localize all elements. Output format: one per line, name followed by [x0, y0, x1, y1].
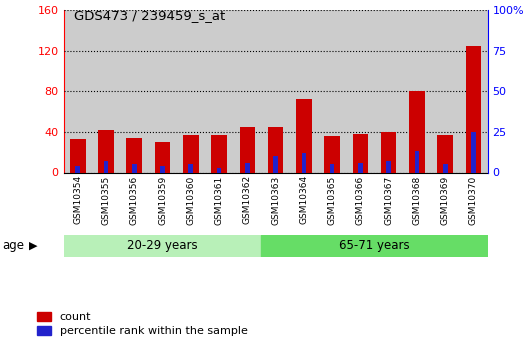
Bar	[120, 10, 148, 172]
Bar	[471, 132, 476, 172]
Bar	[70, 139, 85, 172]
Bar	[233, 10, 261, 172]
Bar	[64, 235, 261, 257]
Text: GDS473 / 239459_s_at: GDS473 / 239459_s_at	[74, 9, 225, 22]
Bar	[261, 10, 290, 172]
Bar	[132, 165, 137, 172]
Bar	[460, 10, 488, 172]
Bar	[98, 130, 114, 172]
Bar	[268, 127, 284, 172]
Bar	[176, 10, 205, 172]
Bar	[414, 151, 419, 172]
Bar	[75, 166, 80, 172]
Bar	[437, 135, 453, 172]
Bar	[358, 163, 363, 172]
Bar	[443, 165, 447, 172]
Bar	[273, 156, 278, 172]
Bar	[403, 10, 431, 172]
Bar	[64, 10, 92, 172]
Text: age: age	[3, 239, 25, 252]
Bar	[318, 10, 346, 172]
Bar	[330, 165, 334, 172]
Bar	[386, 161, 391, 172]
Bar	[92, 10, 120, 172]
Bar	[160, 166, 165, 172]
Bar	[381, 132, 396, 172]
Text: 20-29 years: 20-29 years	[127, 239, 198, 252]
Bar	[409, 91, 425, 172]
Legend: count, percentile rank within the sample: count, percentile rank within the sample	[37, 312, 248, 336]
Bar	[296, 99, 312, 172]
Bar	[352, 134, 368, 172]
Bar	[155, 142, 170, 172]
Bar	[346, 10, 375, 172]
Bar	[302, 153, 306, 172]
Text: 65-71 years: 65-71 years	[339, 239, 410, 252]
Text: ▶: ▶	[29, 241, 38, 251]
Bar	[211, 135, 227, 172]
Bar	[104, 161, 108, 172]
Bar	[127, 138, 142, 172]
Bar	[261, 235, 488, 257]
Bar	[183, 135, 199, 172]
Bar	[245, 163, 250, 172]
Bar	[189, 165, 193, 172]
Bar	[466, 46, 481, 172]
Bar	[431, 10, 460, 172]
Bar	[217, 168, 222, 172]
Bar	[290, 10, 318, 172]
Bar	[324, 136, 340, 172]
Bar	[148, 10, 176, 172]
Bar	[205, 10, 233, 172]
Bar	[375, 10, 403, 172]
Bar	[240, 127, 255, 172]
